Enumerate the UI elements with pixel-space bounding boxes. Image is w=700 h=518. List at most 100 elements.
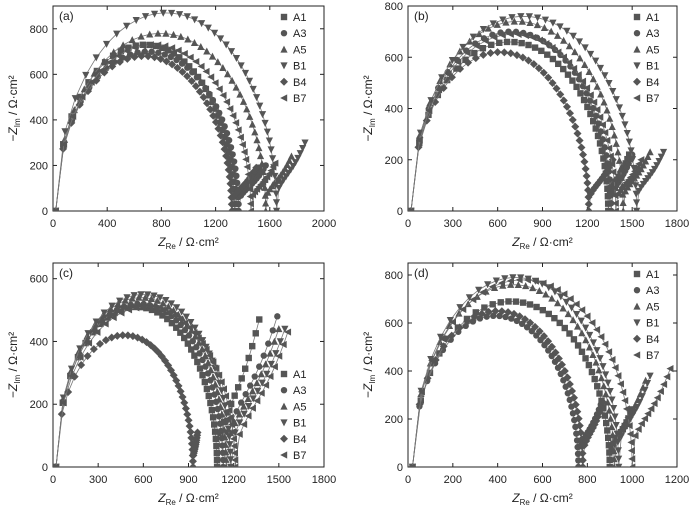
data-point <box>546 282 554 290</box>
data-point <box>118 331 127 340</box>
legend-marker <box>633 302 641 310</box>
legend-marker <box>633 270 641 278</box>
data-point <box>427 97 435 105</box>
data-point <box>557 293 565 301</box>
data-point <box>525 41 532 49</box>
y-tick-label: 800 <box>385 270 403 282</box>
data-point <box>545 310 552 318</box>
data-point <box>597 128 605 135</box>
data-point <box>238 375 245 382</box>
data-point <box>455 323 464 332</box>
data-point <box>220 385 228 393</box>
data-point <box>296 150 304 158</box>
data-point <box>589 350 597 358</box>
data-point <box>415 136 423 144</box>
data-point <box>177 32 185 40</box>
data-point <box>561 324 568 332</box>
data-point <box>191 324 199 332</box>
data-point <box>569 77 576 84</box>
data-point <box>499 16 507 24</box>
x-tick-label: 0 <box>405 218 411 230</box>
x-tick-label: 0 <box>50 474 56 486</box>
legend-label-A3: A3 <box>646 28 659 40</box>
data-point <box>507 280 515 288</box>
y-tick-label: 200 <box>385 414 403 426</box>
data-point <box>533 21 542 29</box>
panel-label: (d) <box>414 266 429 280</box>
data-point <box>168 60 177 69</box>
data-point <box>469 33 477 41</box>
data-point <box>574 71 582 79</box>
data-point <box>275 184 283 192</box>
data-point <box>245 77 254 85</box>
data-point <box>137 291 145 299</box>
data-point <box>254 387 262 395</box>
data-point <box>267 360 275 368</box>
data-point <box>492 277 500 285</box>
data-point <box>234 179 241 187</box>
data-point <box>206 90 213 98</box>
data-point <box>660 380 668 388</box>
data-point <box>276 338 284 346</box>
data-point <box>188 346 195 353</box>
data-point <box>265 340 272 347</box>
data-point <box>222 41 230 49</box>
data-point <box>614 438 622 446</box>
data-point <box>632 199 641 207</box>
data-point <box>154 41 162 49</box>
data-point <box>170 311 178 320</box>
data-point <box>464 58 473 67</box>
data-point <box>219 418 227 426</box>
data-point <box>253 379 261 387</box>
data-point <box>615 156 623 164</box>
data-point <box>422 116 431 125</box>
data-point <box>538 47 545 55</box>
data-point <box>431 98 440 107</box>
data-point <box>605 406 613 414</box>
data-point <box>146 30 154 38</box>
data-point <box>551 348 560 357</box>
data-point <box>217 403 225 411</box>
y-axis-title-sub: Im <box>368 375 377 384</box>
data-point <box>621 396 629 405</box>
data-point <box>209 414 217 421</box>
data-point <box>607 200 615 207</box>
data-point <box>583 84 591 92</box>
data-point <box>147 294 156 302</box>
data-point <box>490 33 498 41</box>
data-point <box>618 112 626 120</box>
data-point <box>226 105 234 113</box>
data-point <box>655 158 663 166</box>
data-point <box>204 24 212 32</box>
data-point <box>573 129 582 138</box>
data-point <box>601 128 609 137</box>
data-point <box>529 60 538 69</box>
data-point <box>139 42 147 50</box>
data-point <box>588 368 596 376</box>
data-point <box>287 152 296 160</box>
data-point <box>173 63 182 72</box>
data-point <box>555 60 562 68</box>
data-point <box>53 207 59 211</box>
data-point <box>127 301 134 308</box>
data-point <box>221 123 228 130</box>
data-point <box>224 425 233 433</box>
data-point <box>523 324 531 331</box>
data-point <box>114 52 122 60</box>
data-point <box>139 303 147 311</box>
legend-marker <box>633 334 641 343</box>
x-tick-label: 1600 <box>258 218 282 230</box>
data-point <box>181 334 188 342</box>
data-point <box>83 352 92 361</box>
data-point <box>582 324 590 332</box>
data-point <box>78 93 86 101</box>
legend-label-A3: A3 <box>293 28 306 40</box>
data-point <box>515 276 523 284</box>
data-point <box>568 386 577 395</box>
data-point <box>217 378 225 386</box>
data-point <box>233 172 240 180</box>
data-point <box>592 57 600 65</box>
data-point <box>204 358 212 366</box>
data-point <box>141 48 148 55</box>
data-point <box>518 320 526 328</box>
